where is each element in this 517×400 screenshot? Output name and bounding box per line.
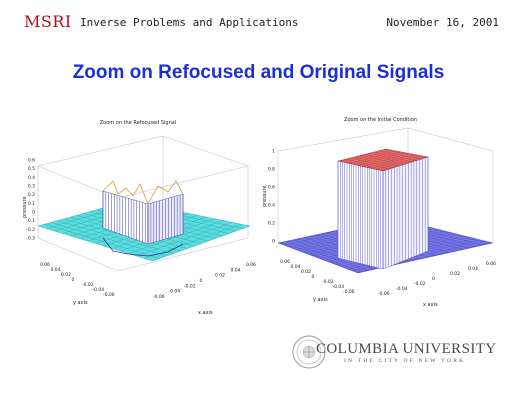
z-tick-label: 0.2 <box>28 192 35 198</box>
z-tick-label: 0.1 <box>28 201 35 207</box>
x-tick-label: 0.02 <box>215 273 225 279</box>
z-tick-label: 0.4 <box>28 175 35 181</box>
top-mesh-line <box>361 154 406 165</box>
top-mesh-line <box>373 155 420 170</box>
z-tick-label: 0.6 <box>28 158 35 164</box>
z-tick-label: 1 <box>272 149 275 155</box>
z-tick-label: 0 <box>272 239 275 245</box>
y-tick-label: -0.06 <box>103 292 115 298</box>
slide-title: Zoom on Refocused and Original Signals <box>72 62 445 83</box>
x-axis-label: x axis <box>198 310 213 316</box>
x-tick-label: 0 <box>200 278 203 284</box>
pulse-dip <box>102 237 184 257</box>
plot-title: Zoom on the Refocused Signal <box>99 120 177 126</box>
mesh-line <box>136 222 233 257</box>
x-tick-label: -0.04 <box>396 286 408 292</box>
z-tick-label: 0.4 <box>268 203 275 209</box>
mesh-line <box>128 220 224 254</box>
y-tick-label: 0.06 <box>40 262 50 268</box>
x-tick-label: 0 <box>432 276 435 282</box>
z-tick-label: -0.2 <box>26 227 35 233</box>
z-tick-label: 0.5 <box>28 166 35 172</box>
msri-logo: MSRI <box>24 12 72 31</box>
top-mesh-line <box>366 153 411 163</box>
z-tick-label: 0.2 <box>268 221 275 227</box>
y-axis-label: y axis <box>313 297 328 303</box>
mesh-line <box>144 224 242 259</box>
initial-condition-plot: Zoom on the Initial Condition 1 0.8 0.6 0.4… <box>258 115 503 315</box>
top-mesh-line <box>376 151 420 160</box>
initial-surface-svg: 10.80.60.40.20 -0.06-0.04-0.0200.020.040… <box>262 127 496 308</box>
z-axis-label: pressure <box>262 185 268 207</box>
x-tick-label: 0.02 <box>450 271 460 277</box>
y-tick-label: -0.04 <box>93 287 105 293</box>
x-tick-label: 0.06 <box>486 261 496 267</box>
refocused-signal-plot: Zoom on the Refocused Signal 0.6 0.5 0.4 0.… <box>18 118 258 318</box>
z-tick-label: 0.6 <box>268 185 275 191</box>
event-date: November 16, 2001 <box>386 16 499 29</box>
university-subtitle: IN THE CITY OF NEW YORK <box>344 358 466 364</box>
plot-title: Zoom on the Initial Condition <box>344 117 417 123</box>
event-name: Inverse Problems and Applications <box>80 16 299 29</box>
x-tick-label: 0.04 <box>468 266 478 272</box>
x-tick-label: -0.02 <box>184 283 196 289</box>
pulse-top-edge <box>102 180 184 205</box>
y-axis-label: y axis <box>73 300 88 306</box>
y-tick-label: -0.06 <box>343 289 355 295</box>
university-name: COLUMBIA UNIVERSITY <box>316 341 497 357</box>
z-axis-label: pressure <box>22 196 28 218</box>
z-tick-label: -0.3 <box>26 236 35 242</box>
x-tick-label: -0.06 <box>153 294 165 300</box>
x-tick-label: 0.04 <box>231 267 241 273</box>
y-tick-label: -0.04 <box>333 284 345 290</box>
y-tick-label: 0.04 <box>291 264 301 270</box>
slide-header: MSRI Inverse Problems and Applications N… <box>0 0 517 40</box>
columbia-seal-icon <box>292 335 326 369</box>
y-tick-label: -0.02 <box>82 282 94 288</box>
top-mesh-line <box>371 152 415 162</box>
x-tick-label: -0.04 <box>169 289 181 295</box>
y-tick-label: 0 <box>312 274 315 280</box>
top-mesh-line <box>378 156 424 171</box>
z-tick-label: -0.1 <box>26 218 35 224</box>
y-tick-label: 0.06 <box>280 259 290 265</box>
y-tick-label: 0 <box>72 277 75 283</box>
box-top <box>337 148 429 172</box>
x-tick-label: -0.02 <box>414 281 426 287</box>
z-tick-label: 0.8 <box>268 167 275 173</box>
z-tick-label: 0 <box>32 210 35 216</box>
top-mesh-line <box>364 153 412 168</box>
y-tick-label: 0.02 <box>301 269 311 275</box>
x-axis-label: x axis <box>423 302 438 308</box>
z-tick-label: 0.3 <box>28 184 35 190</box>
top-mesh-line <box>369 154 416 169</box>
y-tick-label: -0.02 <box>322 279 334 285</box>
columbia-logo: COLUMBIA UNIVERSITY IN THE CITY OF NEW Y… <box>292 329 507 379</box>
y-tick-label: 0.02 <box>61 272 71 278</box>
y-tick-label: 0.04 <box>51 267 61 273</box>
refocused-surface-svg: 0.60.50.40.30.20.10-0.1-0.2-0.3 -0.06-0.… <box>22 135 256 316</box>
x-tick-label: 0.06 <box>246 262 256 268</box>
x-tick-label: -0.06 <box>378 291 390 297</box>
top-mesh-line <box>381 150 424 159</box>
